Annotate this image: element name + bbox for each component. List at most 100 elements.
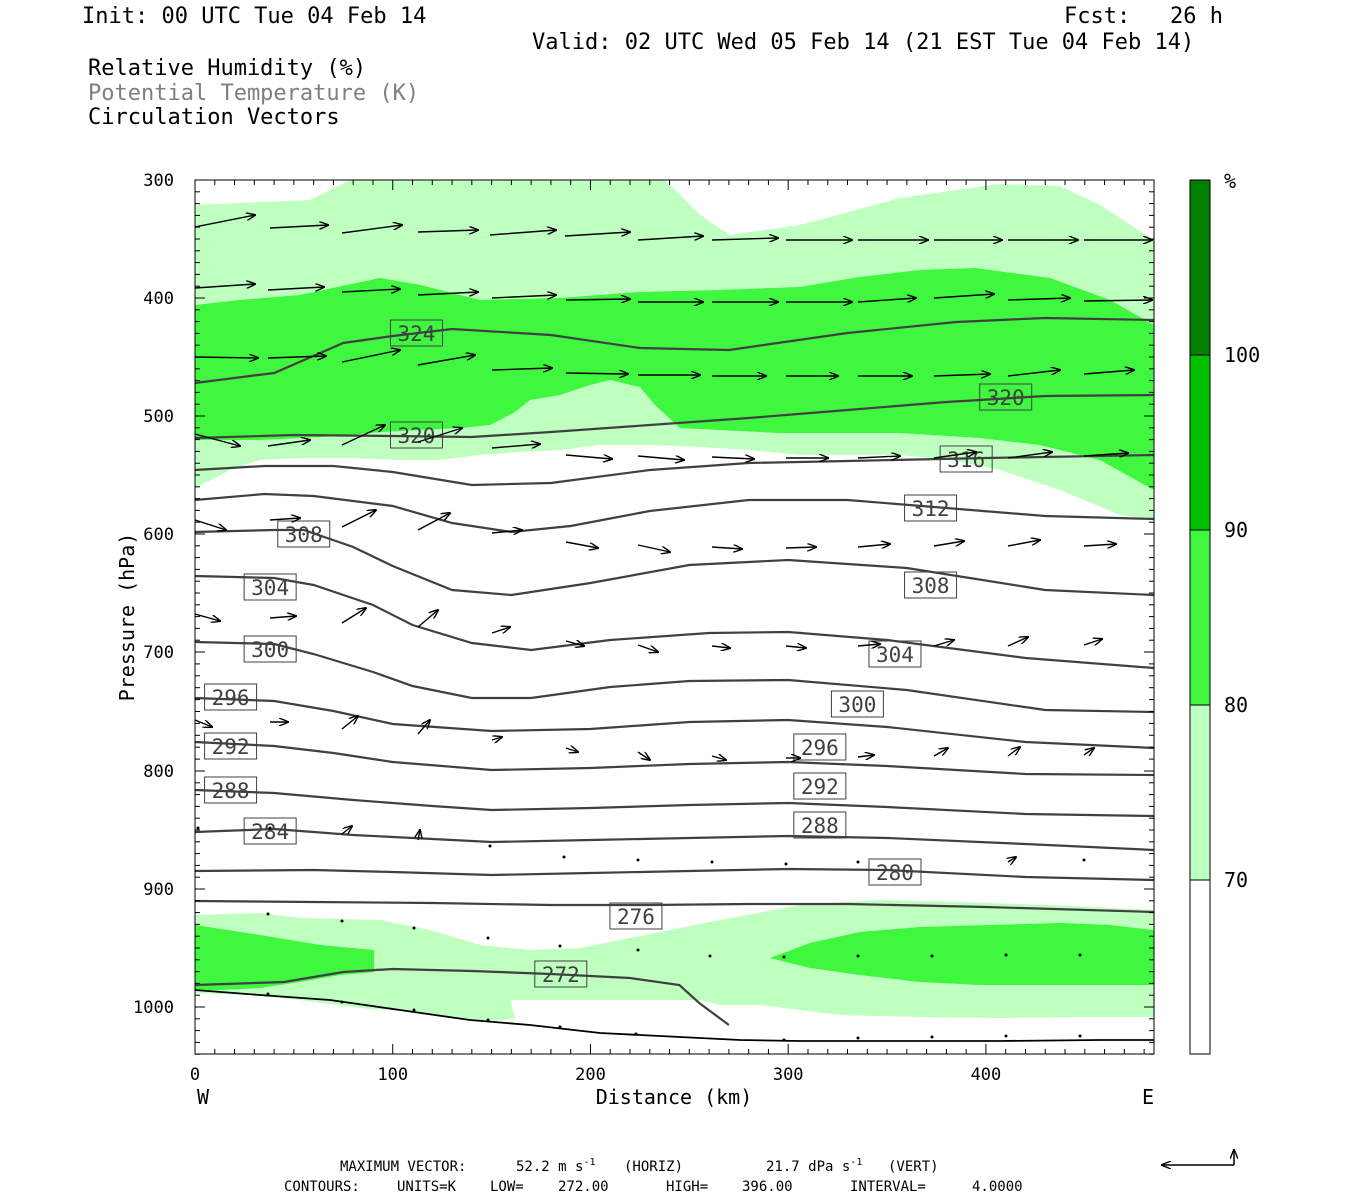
vector xyxy=(1007,370,1060,377)
contour-label: 296 xyxy=(801,736,839,760)
vector-dot xyxy=(930,954,934,958)
reference-vector-icon xyxy=(1162,1150,1234,1165)
y-tick-label: 400 xyxy=(143,289,174,309)
vector-dot xyxy=(856,1036,860,1040)
vector-dot xyxy=(636,948,640,952)
max-vector-label: MAXIMUM VECTOR: xyxy=(340,1159,466,1175)
contour-label: 292 xyxy=(801,775,839,799)
vector xyxy=(933,294,994,299)
contour-label: 272 xyxy=(542,963,580,987)
vector-dot xyxy=(558,944,562,948)
rh-shading xyxy=(195,180,1154,1022)
contour-label-box xyxy=(389,319,443,347)
contour-label: 320 xyxy=(987,386,1025,410)
colorbar-70 xyxy=(1190,705,1210,880)
vector xyxy=(857,755,874,757)
contour-label: 308 xyxy=(285,523,323,547)
vector-dot xyxy=(268,826,272,830)
theta-contour-292 xyxy=(195,740,1154,777)
y-tick-label: 700 xyxy=(143,643,174,663)
field-title-rh: Relative Humidity (%) xyxy=(88,56,367,81)
small-vector-marks xyxy=(196,826,1086,1042)
vector xyxy=(491,295,556,298)
vector-dot xyxy=(708,954,712,958)
contours-label: CONTOURS: xyxy=(284,1179,360,1195)
contour-label: 276 xyxy=(617,905,655,929)
footer-info: MAXIMUM VECTOR: 52.2 m s-1 (HORIZ) 21.7 … xyxy=(284,1157,1023,1195)
vector xyxy=(1083,453,1128,456)
contour-label: 288 xyxy=(801,814,839,838)
contour-label-box xyxy=(939,445,993,473)
vector-dot xyxy=(340,1000,344,1004)
theta-contour-284 xyxy=(195,827,1154,852)
max-vector-horiz-exponent: -1 xyxy=(583,1157,595,1168)
vector xyxy=(341,826,352,834)
x-tick-label: 300 xyxy=(773,1065,804,1085)
vector-dot xyxy=(634,1032,638,1036)
vector xyxy=(1083,748,1094,755)
vector xyxy=(637,456,684,460)
contours-units: UNITS=K xyxy=(397,1179,457,1195)
y-axis-label: Pressure (hPa) xyxy=(115,533,139,702)
contour-label-box xyxy=(204,683,258,711)
colorbar: % 100 90 80 70 xyxy=(1189,169,1260,1055)
vector xyxy=(418,830,420,841)
vector xyxy=(1083,370,1134,374)
vector xyxy=(417,610,438,628)
rh-80-band-lower-east xyxy=(770,923,1154,985)
vector-dot xyxy=(562,855,566,859)
vector xyxy=(341,350,400,363)
colorbar-label-90: 90 xyxy=(1224,518,1248,542)
field-title-theta: Potential Temperature (K) xyxy=(88,81,420,106)
x-axis-label: Distance (km) xyxy=(596,1085,753,1109)
vector xyxy=(711,238,778,240)
vector xyxy=(195,519,226,530)
vector xyxy=(269,616,296,618)
vector xyxy=(341,225,402,234)
vector xyxy=(637,751,650,760)
rh-80-band-upper xyxy=(195,268,1154,490)
vector xyxy=(565,373,628,374)
colorbar-label-80: 80 xyxy=(1224,693,1248,717)
max-vector-vert-tag: (VERT) xyxy=(888,1159,939,1175)
vector xyxy=(491,444,540,448)
theta-contour-312 xyxy=(195,492,1154,534)
vector-dot xyxy=(266,992,270,996)
colorbar-80 xyxy=(1190,530,1210,705)
vector xyxy=(491,530,522,533)
vector xyxy=(637,544,670,552)
vector xyxy=(341,510,376,528)
contour-label-box xyxy=(793,811,847,839)
vector-dot xyxy=(782,1038,786,1042)
vector xyxy=(195,284,255,289)
contour-label-box xyxy=(830,690,884,718)
vector xyxy=(195,613,220,621)
vector-dot xyxy=(558,1025,562,1029)
vector xyxy=(341,289,400,292)
vector xyxy=(857,298,916,303)
vector-dot xyxy=(340,919,344,923)
vector-dot xyxy=(710,860,714,864)
vector xyxy=(341,425,385,446)
contour-label: 288 xyxy=(212,779,250,803)
vector-dot xyxy=(930,1035,934,1039)
vector xyxy=(1083,300,1152,301)
vector xyxy=(1008,857,1016,862)
contour-label: 312 xyxy=(912,497,950,521)
y-tick-label: 800 xyxy=(143,762,174,782)
max-vector-horiz-value: 52.2 m s xyxy=(516,1159,583,1175)
colorbar-label-100: 100 xyxy=(1224,343,1260,367)
contours-interval-value: 4.0000 xyxy=(972,1179,1023,1195)
x-tick-label: 100 xyxy=(377,1065,408,1085)
axis-ticks xyxy=(194,179,1154,1055)
contour-label-box xyxy=(904,494,958,522)
vector xyxy=(857,456,900,458)
vector xyxy=(417,720,430,735)
max-vector-vert: 21.7 dPa s-1 xyxy=(766,1157,862,1175)
vector xyxy=(491,368,552,370)
max-vector-horiz: 52.2 m s-1 xyxy=(516,1157,595,1175)
theta-contour-280 xyxy=(195,867,1154,882)
vector xyxy=(564,232,630,237)
forecast-hour: Fcst: 26 h xyxy=(1064,4,1223,29)
vector xyxy=(341,716,358,730)
